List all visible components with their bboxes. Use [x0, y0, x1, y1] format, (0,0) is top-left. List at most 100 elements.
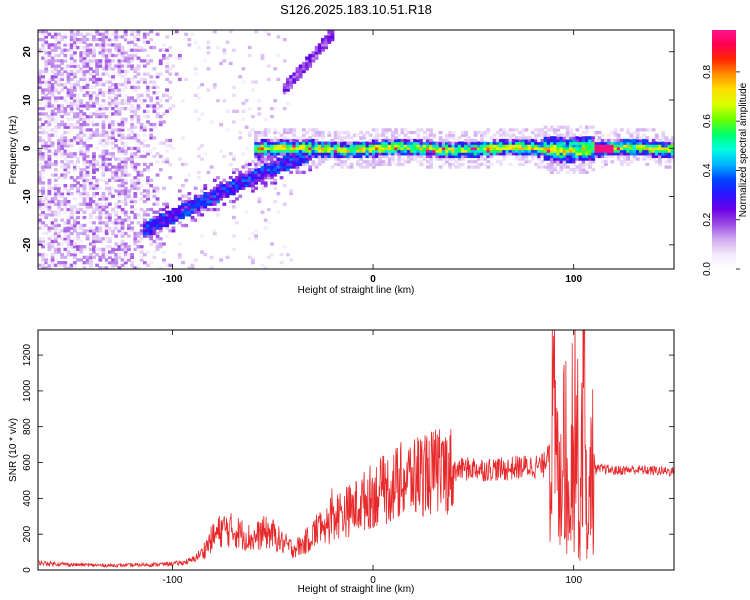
- spectrogram-cell: [149, 234, 154, 238]
- spectrogram-cell: [432, 146, 437, 151]
- spectrogram-cell: [295, 162, 300, 167]
- spectrogram-cell: [378, 149, 383, 153]
- spectrogram-cell: [142, 234, 147, 238]
- spectrogram-cell: [648, 152, 653, 156]
- spectrogram-cell: [273, 181, 278, 185]
- spectrogram-cell: [619, 160, 624, 164]
- spectrogram-cell: [92, 210, 96, 214]
- spectrogram-cell: [101, 207, 106, 212]
- spectrogram-cell: [247, 176, 252, 180]
- spectrogram-cell: [324, 40, 328, 44]
- spectrogram-cell: [591, 154, 596, 159]
- spectrogram-cell: [127, 146, 131, 151]
- spectrogram-cell: [66, 229, 71, 233]
- spectrogram-cell: [397, 144, 402, 148]
- spectrogram-cell: [556, 162, 561, 167]
- spectrogram-cell: [410, 157, 414, 161]
- spectrogram-cell: [448, 141, 452, 145]
- spectrogram-cell: [584, 128, 589, 132]
- spectrogram-cell: [257, 176, 262, 180]
- spectrogram-cell: [381, 128, 386, 132]
- spectrogram-cell: [60, 144, 65, 148]
- spectrogram-cell: [251, 160, 255, 164]
- spectrogram-cell: [397, 149, 402, 153]
- spectrogram-cell: [476, 152, 481, 156]
- spectrogram-cell: [95, 181, 100, 185]
- y-tick-label: 200: [22, 525, 33, 542]
- spectrogram-cell: [515, 157, 519, 161]
- spectrogram-cell: [247, 237, 252, 241]
- spectrogram-cell: [384, 136, 389, 140]
- spectrogram-cell: [92, 157, 96, 161]
- spectrogram-cell: [104, 261, 109, 265]
- spectrogram-cell: [123, 258, 128, 262]
- spectrogram-cell: [556, 133, 561, 137]
- spectrogram-cell: [149, 122, 154, 127]
- spectrogram-cell: [276, 53, 281, 58]
- spectrogram-cell: [41, 226, 45, 230]
- spectrogram-cell: [50, 261, 55, 265]
- spectrogram-cell: [254, 30, 259, 34]
- spectrogram-cell: [521, 157, 526, 161]
- spectrogram-cell: [629, 149, 634, 153]
- spectrogram-cell: [120, 178, 125, 182]
- x-tick-label: 0: [370, 575, 376, 586]
- spectrogram-cell: [85, 61, 90, 66]
- spectrogram-cell: [260, 170, 265, 174]
- spectrogram-cell: [359, 162, 363, 167]
- spectrogram-cell: [502, 138, 507, 143]
- spectrogram-cell: [244, 125, 249, 129]
- spectrogram-cell: [289, 154, 293, 159]
- spectrogram-cell: [200, 197, 204, 201]
- spectrogram-cell: [276, 152, 281, 156]
- spectrogram-cell: [384, 162, 389, 167]
- spectrogram-cell: [282, 138, 287, 143]
- spectrogram-cell: [79, 226, 84, 230]
- spectrogram-cell: [639, 138, 643, 143]
- spectrogram-cell: [174, 218, 179, 222]
- spectrogram-cell: [114, 157, 119, 161]
- spectrogram-cell: [406, 144, 411, 148]
- spectrogram-cell: [101, 91, 106, 95]
- spectrogram-cell: [664, 165, 669, 169]
- spectrogram-cell: [511, 146, 516, 151]
- spectrogram-cell: [524, 141, 529, 145]
- spectrogram-cell: [136, 141, 141, 145]
- spectrogram-cell: [317, 154, 322, 159]
- spectrogram-cell: [425, 128, 430, 132]
- colorbar: 0.00.20.40.60.8 Normalized spectral ampl…: [702, 30, 749, 276]
- spectrogram-cell: [317, 149, 322, 153]
- spectrogram-cell: [266, 255, 271, 259]
- spectrogram-cell: [286, 165, 290, 169]
- spectrogram-cell: [60, 146, 65, 151]
- spectrogram-cell: [193, 205, 198, 209]
- spectrogram-cell: [588, 144, 592, 148]
- spectrogram-cell: [219, 181, 224, 185]
- spectrogram-cell: [111, 122, 115, 127]
- spectrogram-cell: [158, 266, 163, 269]
- spectrogram-cell: [38, 239, 42, 244]
- spectrogram-cell: [76, 30, 80, 34]
- spectrogram-cell: [69, 104, 74, 108]
- spectrogram-cell: [76, 64, 80, 68]
- spectrogram-cell: [282, 184, 287, 188]
- spectrogram-y-axis-label: Frequency (Hz): [8, 116, 19, 185]
- spectrogram-cell: [540, 152, 545, 156]
- spectrogram-cell: [69, 239, 74, 244]
- spectrogram-cell: [142, 253, 147, 257]
- spectrogram-cell: [321, 45, 325, 50]
- spectrogram-cell: [273, 199, 278, 204]
- spectrogram-cell: [578, 144, 583, 148]
- spectrogram-cell: [101, 51, 106, 55]
- spectrogram-cell: [340, 141, 344, 145]
- spectrogram-cell: [95, 146, 100, 151]
- spectrogram-cell: [667, 144, 672, 148]
- spectrogram-cell: [95, 101, 100, 105]
- spectrogram-cell: [142, 99, 147, 103]
- spectrogram-cell: [57, 261, 61, 265]
- spectrogram-cell: [165, 144, 169, 148]
- spectrogram-cell: [98, 194, 103, 198]
- spectrogram-cell: [584, 154, 589, 159]
- spectrogram-cell: [635, 133, 640, 137]
- spectrogram-cell: [457, 136, 462, 140]
